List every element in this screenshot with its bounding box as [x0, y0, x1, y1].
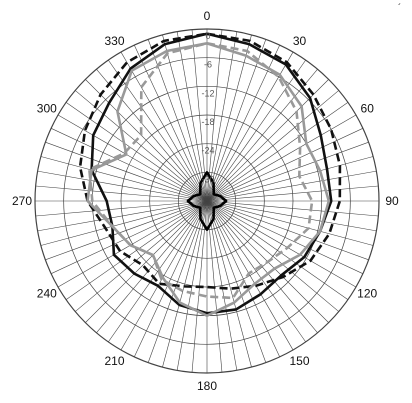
series-line-4	[88, 42, 314, 300]
label-layer: 0 30 60 90 120 150 180 210 240 270 300 330 0 -6 -12 -18…	[12, 9, 399, 393]
radial-tick-label: -12	[201, 88, 214, 98]
angle-tick-label: 330	[104, 34, 124, 48]
grid-ring	[149, 143, 265, 259]
grid-ring	[120, 114, 294, 288]
radial-tick-label: 0	[205, 31, 210, 41]
angle-tick-label: 180	[197, 379, 217, 393]
radial-tick-label: -30	[201, 174, 214, 184]
angle-tick-label: 30	[293, 34, 307, 48]
angle-tick-label: 270	[12, 194, 32, 208]
radial-tick-label: -18	[201, 117, 214, 127]
angle-tick-label: 60	[361, 102, 375, 116]
corner-mark: ´	[398, 2, 401, 14]
radial-tick-label: -6	[204, 60, 212, 70]
angle-tick-label: 120	[357, 287, 377, 301]
radial-tick-label: -24	[201, 146, 214, 156]
series-layer	[78, 32, 342, 317]
angle-tick-label: 240	[37, 287, 57, 301]
series-line-3	[86, 42, 331, 317]
grid-ring	[63, 57, 351, 345]
angle-tick-label: 90	[385, 194, 399, 208]
series-line-2	[90, 32, 333, 315]
grid-ring	[34, 28, 380, 374]
polar-grid	[34, 28, 380, 374]
angle-tick-label: 150	[289, 354, 309, 368]
angle-tick-label: 210	[104, 354, 124, 368]
angle-tick-label: 0	[204, 9, 211, 23]
series-line-5	[186, 171, 228, 231]
angle-tick-label: 300	[37, 102, 57, 116]
